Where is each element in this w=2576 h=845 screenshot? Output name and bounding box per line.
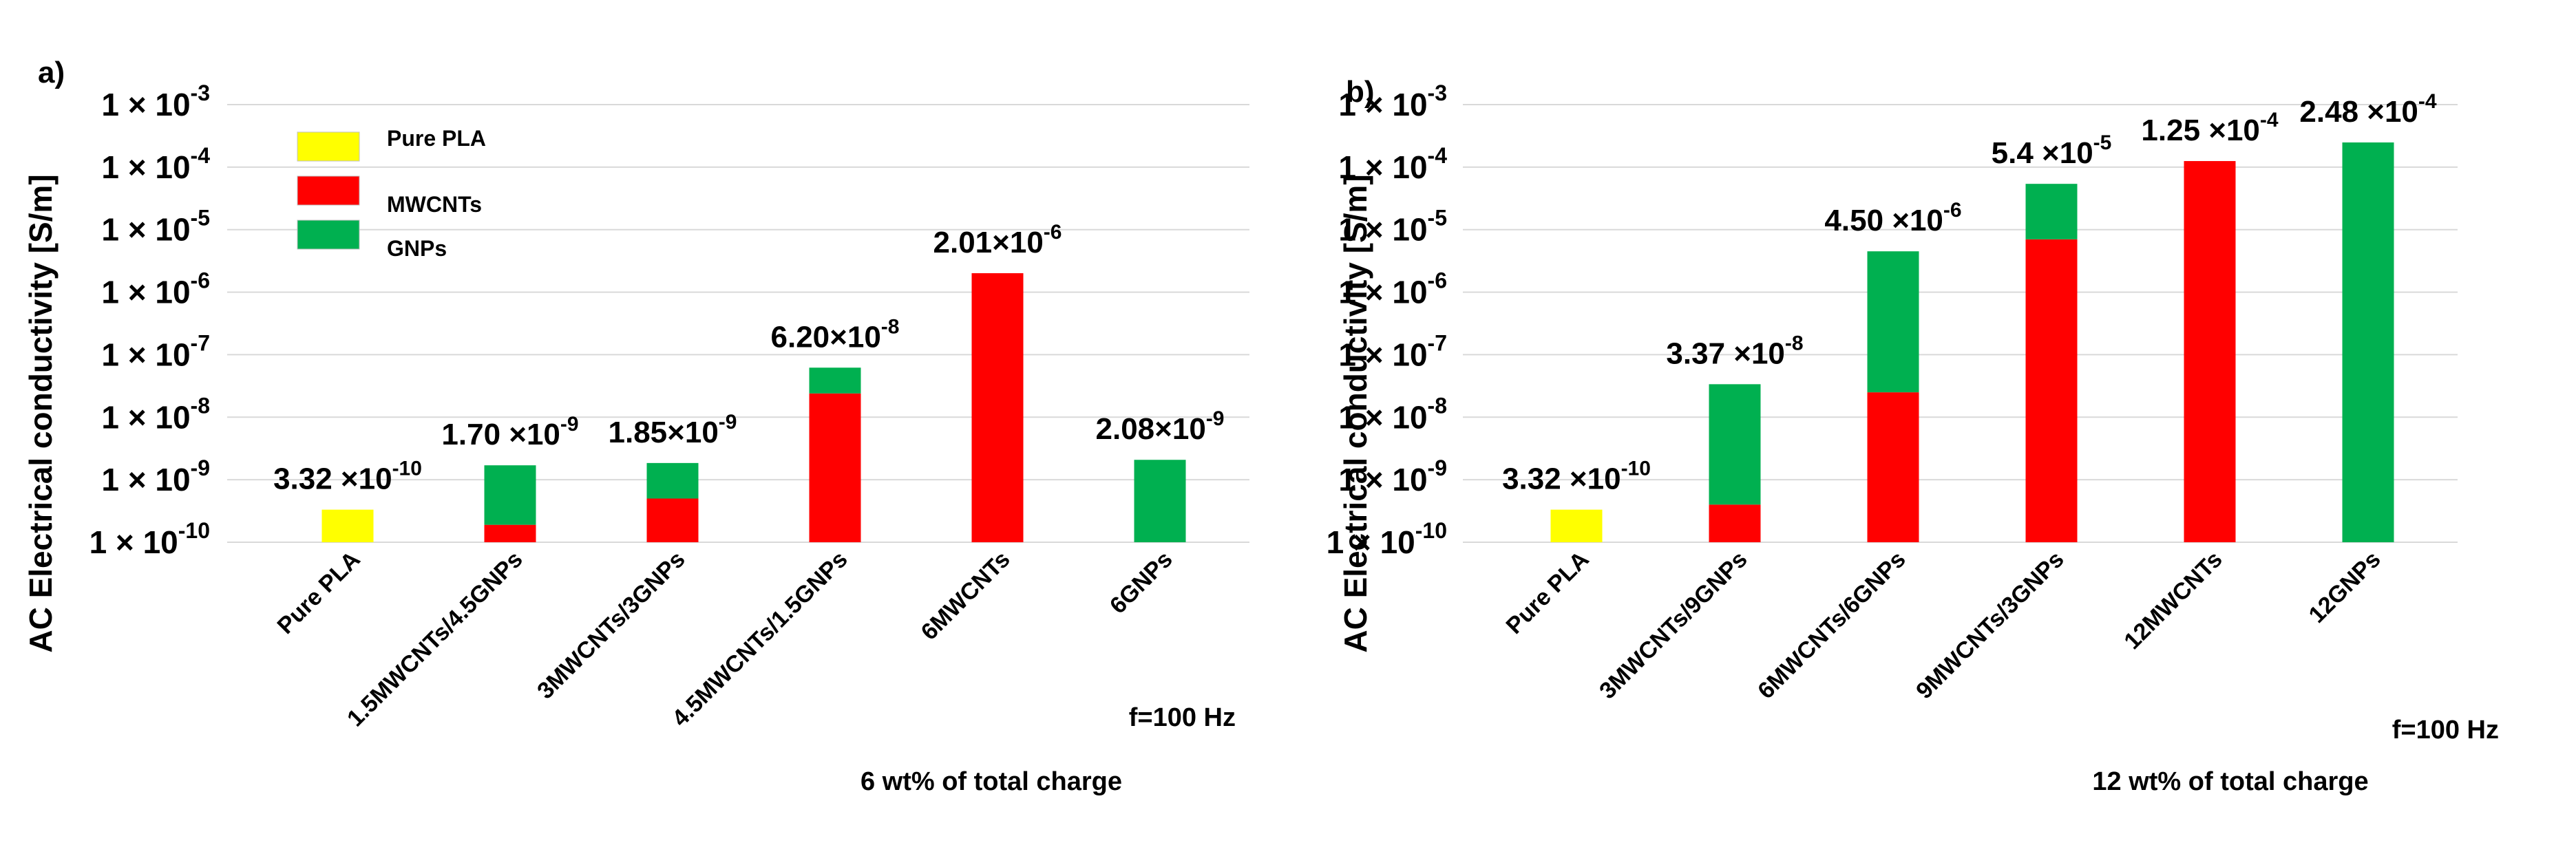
bar-3MWCNTs/9GNPs: 3.37 ×10-8 3MWCNTs/9GNPs [1594,332,1803,704]
category-label: 12MWCNTs [2119,546,2227,654]
category-label: Pure PLA [1501,546,1594,639]
bar-segment-gnps [1134,460,1186,542]
data-label: 5.4 ×10-5 [1992,131,2112,170]
data-label: 2.01×10-6 [933,221,1062,259]
bar-6GNPs: 2.08×10-9 6GNPs [1096,407,1225,619]
y-tick-label: 1 × 10-10 [1327,518,1447,560]
category-label: 9MWCNTs/3GNPs [1911,546,2069,704]
category-label: 6MWCNTs/6GNPs [1753,546,1910,704]
data-label: 2.48 ×10-4 [2299,90,2436,129]
legend-swatch-gnps [297,220,360,250]
bar-segment-gnps [1709,384,1761,505]
bar-segment-gnps [646,462,699,499]
legend-swatch-pure_pla [297,131,360,162]
bar-6MWCNTs/6GNPs: 4.50 ×10-6 6MWCNTs/6GNPs [1753,199,1961,704]
y-tick-label: 1 × 10-5 [1338,206,1447,248]
frequency-note: f=100 Hz [1129,703,1236,732]
y-tick-label: 1 × 10-6 [1338,268,1447,310]
bar-segment-gnps [809,367,861,394]
legend-label-mwcnts: MWCNTs [387,192,482,217]
y-tick-label: 1 × 10-7 [101,330,210,372]
bar-segment-gnps [2025,184,2078,239]
bar-segment-mwcnts [2025,239,2078,542]
category-label: 3MWCNTs/3GNPs [532,546,690,704]
bar-segment-mwcnts [809,393,861,542]
bar-segment-mwcnts [646,498,699,542]
bar-12GNPs: 2.48 ×10-4 12GNPs [2299,90,2436,628]
bar-segment-gnps [484,465,536,525]
bar-Pure PLA: 3.32 ×10-10 Pure PLA [273,458,422,639]
legend-swatch-mwcnts [297,175,360,206]
data-label: 1.25 ×10-4 [2141,109,2278,147]
y-tick-label: 1 × 10-4 [1338,143,1447,185]
bar-segment-mwcnts [1867,392,1919,542]
data-label: 3.32 ×10-10 [1502,458,1651,496]
chart-panel-a: 1 × 10-10 1 × 10-9 1 × 10-8 1 × 10-7 1 × 10-… [23,56,1249,796]
legend-label-gnps: GNPs [387,236,447,261]
y-tick-label: 1 × 10-4 [101,143,210,185]
y-tick-label: 1 × 10-7 [1338,330,1447,372]
frequency-note: f=100 Hz [2392,716,2499,745]
data-label: 1.85×10-9 [609,411,737,449]
data-label: 1.70 ×10-9 [441,413,578,451]
bar-segment-mwcnts [484,524,536,542]
y-tick-label: 1 × 10-8 [1338,393,1447,435]
bar-12MWCNTs: 1.25 ×10-4 12MWCNTs [2119,109,2279,654]
data-label: 6.20×10-8 [771,315,900,354]
y-tick-label: 1 × 10-5 [101,206,210,248]
bar-6MWCNTs: 2.01×10-6 6MWCNTs [916,221,1062,645]
y-axis-title: AC Electrical conductivity [S/m] [23,174,59,652]
category-label: 6GNPs [1105,546,1178,619]
data-label: 3.37 ×10-8 [1666,332,1803,370]
bar-segment-mwcnts [2184,161,2236,542]
y-tick-label: 1 × 10-9 [101,456,210,498]
bar-segment-pure-pla [321,509,374,542]
category-label: 1.5MWCNTs/4.5GNPs [342,546,528,732]
y-tick-label: 1 × 10-3 [101,81,210,122]
legend: Pure PLA MWCNTs GNPs [297,126,486,261]
y-tick-label: 1 × 10-3 [1338,81,1447,122]
y-axis-title: AC Electrical conductivity [S/m] [1338,174,1373,652]
category-label: Pure PLA [273,546,366,639]
category-label: 6MWCNTs [916,546,1015,645]
panel-label: a) [38,56,65,89]
category-label: 3MWCNTs/9GNPs [1594,546,1752,704]
bar-4.5MWCNTs/1.5GNPs: 6.20×10-8 4.5MWCNTs/1.5GNPs [667,315,899,731]
chart-panel-b: 1 × 10-10 1 × 10-9 1 × 10-8 1 × 10-7 1 × 10-… [1327,75,2499,796]
data-label: 4.50 ×10-6 [1824,199,1961,237]
bar-segment-pure-pla [1550,509,1603,542]
bar-Pure PLA: 3.32 ×10-10 Pure PLA [1501,458,1651,639]
bar-segment-gnps [2342,142,2394,543]
bar-segment-mwcnts [971,273,1024,542]
bar-segment-gnps [1867,251,1919,393]
y-tick-label: 1 × 10-6 [101,268,210,310]
x-axis-title: 12 wt% of total charge [2092,767,2368,796]
legend-label-pure_pla: Pure PLA [387,126,486,151]
bar-3MWCNTs/3GNPs: 1.85×10-9 3MWCNTs/3GNPs [532,411,737,704]
category-label: 4.5MWCNTs/1.5GNPs [667,546,853,732]
y-tick-label: 1 × 10-10 [89,518,210,560]
data-label: 2.08×10-9 [1096,407,1225,446]
x-axis-title: 6 wt% of total charge [861,767,1122,796]
y-tick-label: 1 × 10-9 [1338,456,1447,498]
bar-segment-mwcnts [1709,504,1761,542]
category-label: 12GNPs [2304,546,2386,628]
y-tick-label: 1 × 10-8 [101,393,210,435]
panel-label: b) [1346,75,1375,109]
data-label: 3.32 ×10-10 [273,458,422,496]
